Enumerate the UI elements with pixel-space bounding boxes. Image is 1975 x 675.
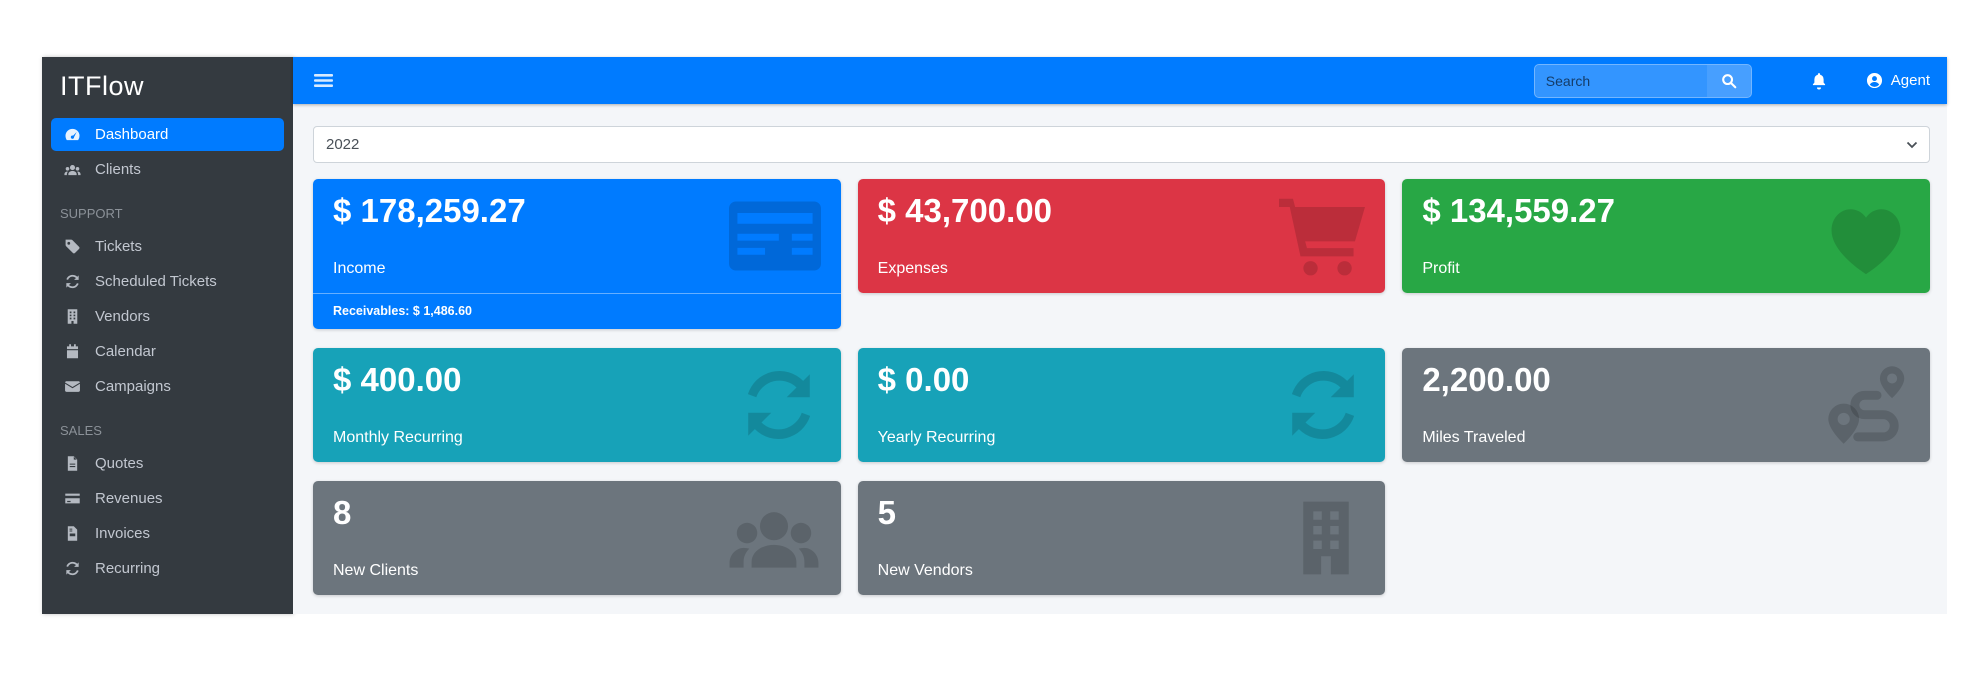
sidebar-item-label: Vendors (95, 308, 151, 325)
credit-card-icon (728, 201, 821, 271)
hamburger-icon[interactable] (310, 69, 337, 92)
sync-icon (1281, 363, 1365, 447)
profit-value: $ 134,559.27 (1422, 192, 1616, 229)
new-vendors-label: New Vendors (877, 561, 973, 579)
new-vendors-card-body: 5 New Vendors (858, 481, 1386, 595)
sidebar-item-label: Quotes (95, 455, 144, 472)
sidebar-item-calendar[interactable]: Calendar (51, 335, 284, 368)
top-navbar: Agent (293, 57, 1947, 104)
sidebar-item-label: Calendar (95, 343, 156, 360)
new-vendors-value: 5 (877, 494, 897, 531)
users-icon (727, 500, 821, 576)
sync-icon (60, 560, 84, 577)
sidebar-item-label: Revenues (95, 490, 163, 507)
user-menu[interactable]: Agent (1866, 72, 1930, 89)
sidebar: ITFlow Dashboard Clients SUPPORT Tickets (42, 57, 293, 614)
search-input[interactable] (1534, 64, 1707, 97)
content-column: Agent 2022 $ 178,259.27 Income (293, 57, 1947, 614)
sync-icon (60, 273, 84, 290)
stat-cards-grid: $ 178,259.27 Income Receivables: $ 1,486… (313, 179, 1930, 595)
income-receivables: Receivables: $ 1,486.60 (313, 293, 841, 329)
new-clients-card-body: 8 New Clients (313, 481, 841, 595)
expenses-label: Expenses (877, 259, 948, 277)
tachometer-icon (60, 126, 84, 143)
sidebar-item-label: Invoices (95, 525, 151, 542)
profit-card: $ 134,559.27 Profit (1402, 179, 1930, 293)
new-clients-card: 8 New Clients (313, 481, 841, 595)
monthly-recurring-value: $ 400.00 (333, 361, 462, 398)
navbar-right: Agent (1533, 63, 1930, 98)
file-icon (60, 455, 84, 472)
navbar-search (1533, 63, 1752, 98)
yearly-recurring-card-body: $ 0.00 Yearly Recurring (858, 348, 1386, 462)
user-label: Agent (1890, 72, 1930, 89)
yearly-recurring-card: $ 0.00 Yearly Recurring (857, 348, 1386, 462)
profit-label: Profit (1422, 259, 1460, 277)
main-content: 2022 $ 178,259.27 Income Receiv (293, 104, 1947, 614)
sidebar-item-label: Scheduled Tickets (95, 273, 217, 290)
monthly-recurring-card-body: $ 400.00 Monthly Recurring (313, 348, 841, 462)
new-vendors-card: 5 New Vendors (857, 481, 1386, 595)
tags-icon (60, 238, 84, 255)
yearly-recurring-label: Yearly Recurring (877, 428, 996, 446)
sidebar-item-quotes[interactable]: Quotes (51, 447, 284, 480)
bell-icon[interactable] (1810, 72, 1828, 90)
sidebar-item-revenues[interactable]: Revenues (51, 482, 284, 515)
income-card-body: $ 178,259.27 Income (313, 179, 841, 293)
sync-icon (737, 363, 821, 447)
miles-traveled-card-body: 2,200.00 Miles Traveled (1402, 348, 1930, 462)
year-filter: 2022 (313, 126, 1930, 163)
sidebar-item-label: Tickets (95, 238, 142, 255)
user-circle-icon (1866, 72, 1883, 89)
income-card: $ 178,259.27 Income Receivables: $ 1,486… (313, 179, 841, 329)
sidebar-item-clients[interactable]: Clients (51, 153, 284, 186)
year-select[interactable]: 2022 (313, 126, 1930, 163)
building-icon (60, 308, 84, 325)
calendar-icon (60, 343, 84, 360)
miles-traveled-card: 2,200.00 Miles Traveled (1402, 348, 1930, 462)
building-icon (1287, 496, 1365, 580)
income-label: Income (333, 259, 386, 277)
sidebar-item-tickets[interactable]: Tickets (51, 230, 284, 263)
sidebar-item-label: Dashboard (95, 126, 169, 143)
sidebar-item-dashboard[interactable]: Dashboard (51, 118, 284, 151)
brand-logo[interactable]: ITFlow (60, 71, 144, 101)
credit-card-icon (60, 490, 84, 507)
magnifier-icon (1721, 73, 1737, 89)
sidebar-item-label: Clients (95, 161, 141, 178)
sidebar-item-vendors[interactable]: Vendors (51, 300, 284, 333)
expenses-card: $ 43,700.00 Expenses (857, 179, 1386, 293)
envelope-icon (60, 378, 84, 395)
sidebar-item-scheduled-tickets[interactable]: Scheduled Tickets (51, 265, 284, 298)
sidebar-section-sales: SALES (60, 423, 102, 438)
new-clients-label: New Clients (333, 561, 419, 579)
profit-card-body: $ 134,559.27 Profit (1402, 179, 1930, 293)
users-icon (60, 161, 84, 178)
yearly-recurring-value: $ 0.00 (877, 361, 970, 398)
sidebar-section-support: SUPPORT (60, 206, 123, 221)
monthly-recurring-label: Monthly Recurring (333, 428, 463, 446)
file-invoice-icon (60, 525, 84, 542)
monthly-recurring-card: $ 400.00 Monthly Recurring (313, 348, 841, 462)
sidebar-item-recurring[interactable]: Recurring (51, 552, 284, 585)
search-button[interactable] (1706, 64, 1751, 97)
sidebar-item-label: Recurring (95, 560, 161, 577)
expenses-value: $ 43,700.00 (877, 192, 1052, 229)
sidebar-item-invoices[interactable]: Invoices (51, 517, 284, 550)
sidebar-item-label: Campaigns (95, 378, 171, 395)
income-value: $ 178,259.27 (333, 192, 526, 229)
new-clients-value: 8 (333, 494, 352, 531)
heart-icon (1822, 195, 1910, 277)
shopping-cart-icon (1279, 193, 1366, 279)
sidebar-item-campaigns[interactable]: Campaigns (51, 370, 284, 403)
app-window: ITFlow Dashboard Clients SUPPORT Tickets (42, 57, 1947, 614)
miles-traveled-label: Miles Traveled (1422, 428, 1526, 446)
miles-traveled-value: 2,200.00 (1422, 361, 1551, 398)
route-icon (1824, 362, 1910, 448)
expenses-card-body: $ 43,700.00 Expenses (858, 179, 1386, 293)
